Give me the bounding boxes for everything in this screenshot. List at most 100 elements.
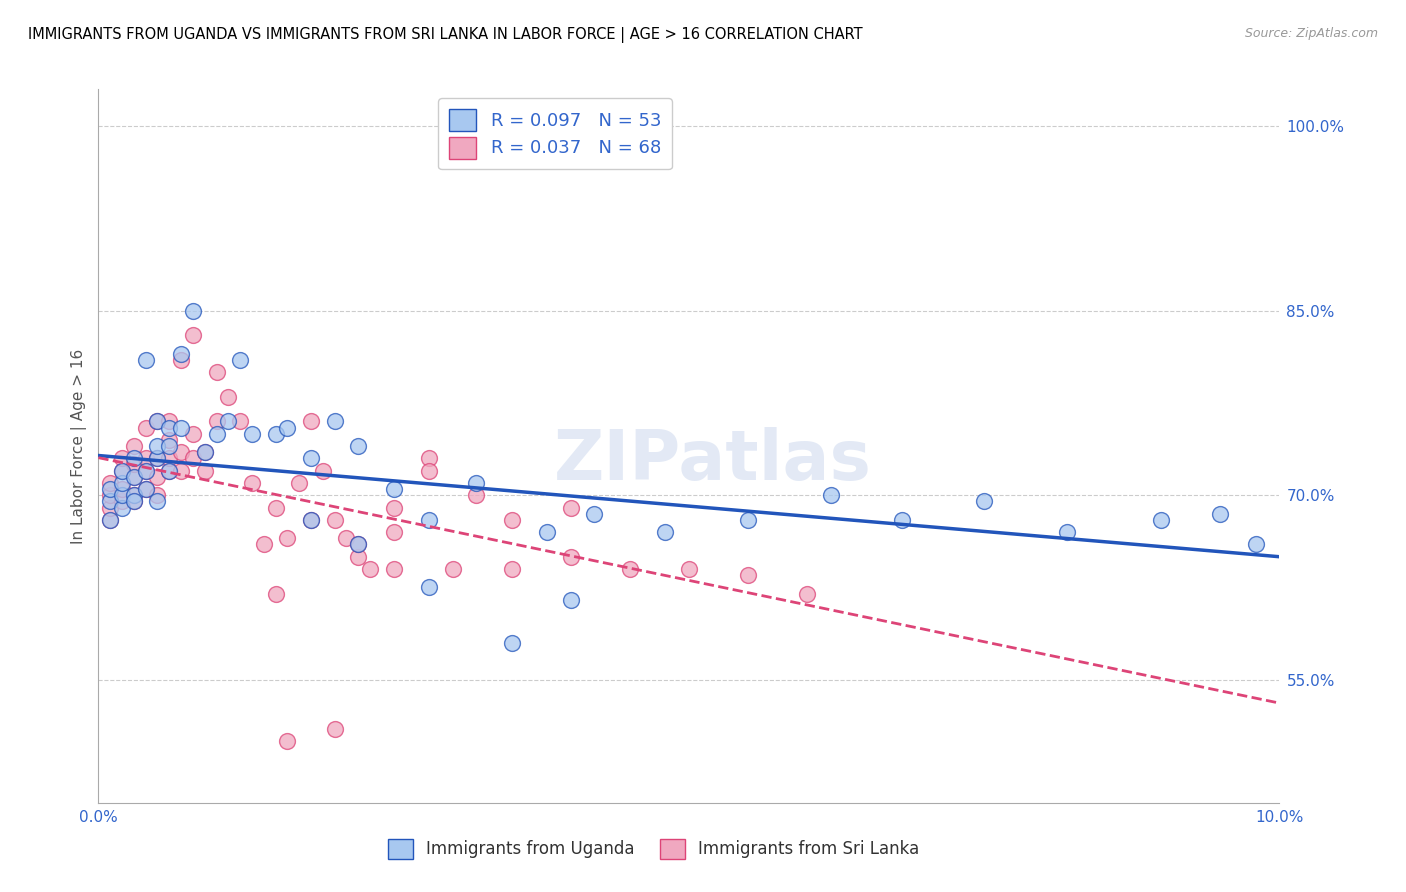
Text: Source: ZipAtlas.com: Source: ZipAtlas.com: [1244, 27, 1378, 40]
Point: [146, 494, 169, 508]
Point: [111, 494, 134, 508]
Point: [98, 482, 121, 496]
Point: [157, 439, 180, 453]
Point: [1056, 525, 1078, 540]
Point: [501, 562, 523, 576]
Point: [229, 414, 252, 428]
Point: [359, 562, 381, 576]
Point: [135, 482, 157, 496]
Point: [122, 494, 145, 508]
Point: [157, 414, 180, 428]
Point: [170, 352, 193, 367]
Point: [240, 426, 263, 441]
Point: [382, 482, 405, 496]
Point: [441, 562, 464, 576]
Point: [122, 488, 145, 502]
Point: [122, 488, 145, 502]
Point: [146, 469, 169, 483]
Point: [135, 482, 157, 496]
Point: [737, 568, 759, 582]
Point: [299, 513, 322, 527]
Point: [98, 494, 121, 508]
Point: [465, 475, 488, 490]
Point: [205, 426, 228, 441]
Point: [122, 469, 145, 483]
Point: [890, 513, 912, 527]
Point: [501, 636, 523, 650]
Point: [111, 488, 134, 502]
Point: [205, 414, 228, 428]
Point: [973, 494, 995, 508]
Point: [418, 513, 440, 527]
Point: [347, 439, 370, 453]
Text: ZIPatlas: ZIPatlas: [554, 426, 872, 494]
Point: [560, 500, 582, 515]
Point: [217, 390, 239, 404]
Point: [796, 587, 818, 601]
Point: [347, 537, 370, 551]
Point: [382, 562, 405, 576]
Point: [181, 426, 204, 441]
Point: [170, 464, 193, 478]
Point: [170, 420, 193, 434]
Point: [170, 347, 193, 361]
Point: [135, 464, 157, 478]
Point: [737, 513, 759, 527]
Point: [276, 420, 298, 434]
Point: [288, 475, 311, 490]
Point: [135, 464, 157, 478]
Point: [217, 414, 239, 428]
Point: [181, 303, 204, 318]
Point: [135, 352, 157, 367]
Point: [264, 587, 287, 601]
Point: [678, 562, 700, 576]
Point: [157, 420, 180, 434]
Point: [382, 525, 405, 540]
Point: [146, 414, 169, 428]
Point: [418, 451, 440, 466]
Point: [323, 513, 346, 527]
Point: [264, 500, 287, 515]
Y-axis label: In Labor Force | Age > 16: In Labor Force | Age > 16: [72, 349, 87, 543]
Point: [619, 562, 641, 576]
Point: [418, 581, 440, 595]
Point: [98, 513, 121, 527]
Point: [111, 500, 134, 515]
Point: [135, 420, 157, 434]
Point: [1209, 507, 1232, 521]
Point: [98, 513, 121, 527]
Point: [276, 734, 298, 748]
Point: [347, 549, 370, 564]
Point: [194, 464, 217, 478]
Point: [146, 439, 169, 453]
Point: [181, 328, 204, 343]
Point: [111, 475, 134, 490]
Point: [98, 475, 121, 490]
Point: [418, 464, 440, 478]
Text: IMMIGRANTS FROM UGANDA VS IMMIGRANTS FROM SRI LANKA IN LABOR FORCE | AGE > 16 CO: IMMIGRANTS FROM UGANDA VS IMMIGRANTS FRO…: [28, 27, 863, 43]
Point: [264, 426, 287, 441]
Point: [382, 500, 405, 515]
Point: [229, 352, 252, 367]
Point: [157, 451, 180, 466]
Point: [157, 464, 180, 478]
Point: [135, 451, 157, 466]
Point: [122, 451, 145, 466]
Point: [583, 507, 606, 521]
Point: [122, 439, 145, 453]
Point: [299, 414, 322, 428]
Legend: Immigrants from Uganda, Immigrants from Sri Lanka: Immigrants from Uganda, Immigrants from …: [381, 832, 927, 866]
Point: [323, 414, 346, 428]
Point: [560, 592, 582, 607]
Point: [122, 458, 145, 472]
Point: [111, 464, 134, 478]
Point: [654, 525, 676, 540]
Point: [560, 549, 582, 564]
Point: [98, 488, 121, 502]
Point: [157, 433, 180, 447]
Point: [323, 722, 346, 736]
Point: [122, 494, 145, 508]
Point: [299, 513, 322, 527]
Point: [170, 445, 193, 459]
Point: [312, 464, 335, 478]
